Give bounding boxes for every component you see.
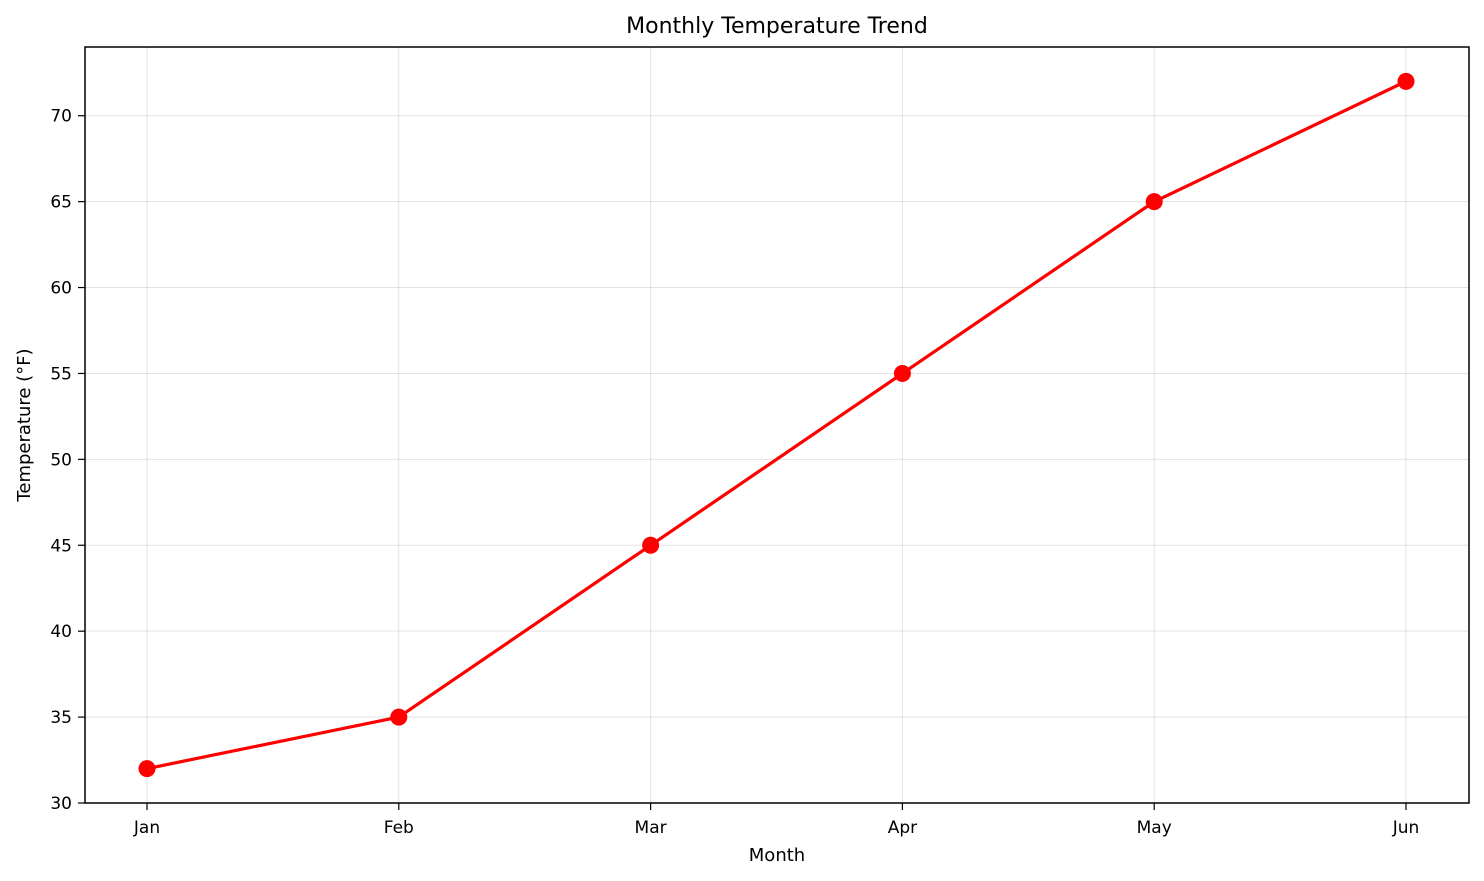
plot-area-frame	[84, 46, 1470, 804]
data-point-may	[1145, 193, 1163, 211]
y-tick-label: 60	[50, 279, 72, 299]
series-layer	[138, 72, 1415, 778]
data-point-jan	[138, 760, 156, 778]
series-line	[145, 79, 1408, 771]
x-axis-title: Month	[749, 845, 805, 866]
data-point-feb	[390, 708, 408, 726]
y-tick-label: 65	[50, 193, 72, 213]
y-tick-label: 45	[50, 536, 72, 556]
y-tick-label: 35	[50, 708, 72, 728]
x-tick-label: Jan	[133, 818, 160, 838]
y-tick-label: 70	[50, 107, 72, 127]
y-axis-title: Temperature (°F)	[14, 348, 35, 502]
x-tick-label: Mar	[635, 818, 667, 838]
y-tick-label: 55	[50, 364, 72, 384]
tick-layer: Jan Feb Mar Apr May Jun 30 35 40 45 50 55 60 65 70	[50, 107, 1419, 838]
grid-layer	[85, 47, 1469, 804]
x-tick-label: Feb	[384, 818, 414, 838]
y-tick-label: 40	[50, 622, 72, 642]
data-point-apr	[893, 364, 911, 382]
chart-title: Monthly Temperature Trend	[626, 14, 928, 39]
y-tick-label: 50	[50, 450, 72, 470]
x-tick-label: Apr	[888, 818, 917, 838]
y-tick-label: 30	[50, 794, 72, 814]
data-point-jun	[1397, 72, 1415, 90]
x-tick-label: May	[1137, 818, 1172, 838]
x-tick-label: Jun	[1392, 818, 1420, 838]
data-point-mar	[642, 536, 660, 554]
